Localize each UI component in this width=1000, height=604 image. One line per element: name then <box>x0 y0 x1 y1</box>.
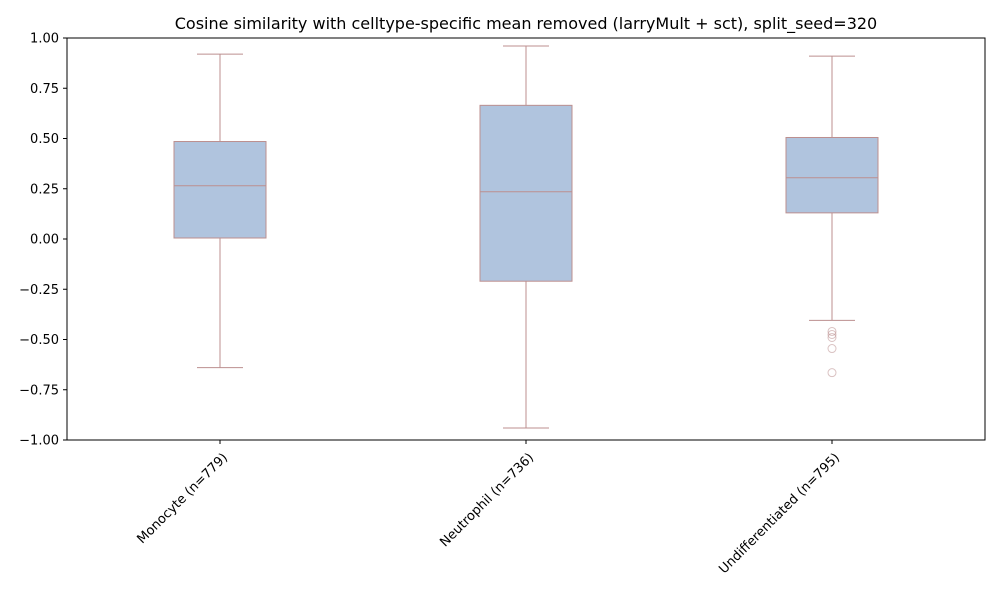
iqr-box <box>479 104 573 282</box>
x-tick-label: Undifferentiated (n=795) <box>716 450 843 577</box>
y-tick-label: 1.00 <box>30 32 59 47</box>
outlier-point <box>827 329 837 339</box>
outlier-point <box>827 332 837 342</box>
outlier-point <box>827 344 837 354</box>
y-tick-label: 0.50 <box>30 132 59 147</box>
y-tick-label: −1.00 <box>19 434 59 449</box>
y-tick-label: 0.25 <box>30 182 59 197</box>
y-tick-label: 0.00 <box>30 233 59 248</box>
outlier-point <box>827 326 837 336</box>
iqr-box <box>173 141 267 239</box>
y-tick-label: −0.50 <box>19 333 59 348</box>
x-tick-label: Neutrophil (n=736) <box>437 450 537 550</box>
y-tick-label: −0.25 <box>19 283 59 298</box>
plot-area: −1.00 −0.75 −0.50 −0.25 0.00 0.25 0.50 0.75 1.00… <box>19 32 986 577</box>
chart-title: Cosine similarity with celltype-specific… <box>175 14 877 34</box>
y-tick-label: −0.75 <box>19 383 59 398</box>
outlier-point <box>827 368 837 378</box>
x-tick-label: Monocyte (n=779) <box>135 450 232 547</box>
iqr-box <box>785 136 879 214</box>
y-tick-label: 0.75 <box>30 82 59 97</box>
